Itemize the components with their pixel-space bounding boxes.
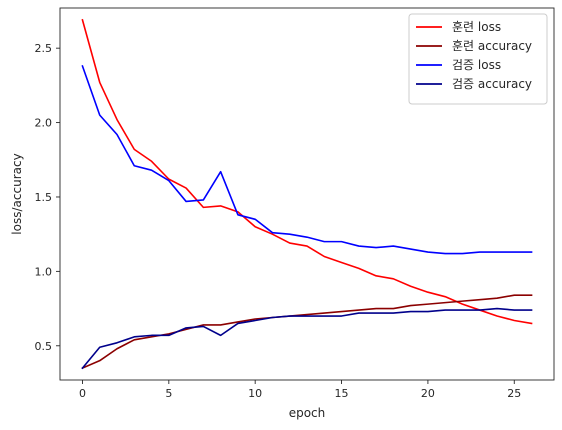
x-tick-label: 25 bbox=[507, 387, 521, 400]
x-tick-label: 15 bbox=[335, 387, 349, 400]
x-tick-label: 0 bbox=[79, 387, 86, 400]
y-tick-label: 2.0 bbox=[35, 117, 53, 130]
legend-label-1: 훈련 loss bbox=[452, 20, 501, 34]
y-tick-label: 1.0 bbox=[35, 265, 53, 278]
legend-label-4: 검증 accuracy bbox=[452, 77, 532, 91]
x-axis-label: epoch bbox=[289, 406, 326, 420]
legend-label-3: 검증 loss bbox=[452, 58, 501, 72]
x-tick-label: 20 bbox=[421, 387, 435, 400]
y-tick-label: 0.5 bbox=[35, 340, 53, 353]
legend-box bbox=[408, 13, 548, 105]
axes: 0 5 10 15 20 25 0.5 1.0 1.5 2.0 2.5 bbox=[35, 7, 555, 400]
legend-label-2: 훈련 accuracy bbox=[452, 39, 532, 53]
y-tick-label: 2.5 bbox=[35, 42, 53, 55]
series-line-3 bbox=[81, 65, 533, 255]
x-tick-label: 5 bbox=[165, 387, 172, 400]
plot-frame bbox=[59, 7, 555, 381]
x-tick-label: 10 bbox=[248, 387, 262, 400]
y-tick-label: 1.5 bbox=[35, 191, 53, 204]
y-axis-label: loss/accuracy bbox=[10, 153, 24, 234]
legend: 훈련 loss 훈련 accuracy 검증 loss 검증 accuracy bbox=[408, 13, 548, 105]
series-line-4 bbox=[81, 307, 533, 370]
series-lines bbox=[81, 18, 533, 370]
